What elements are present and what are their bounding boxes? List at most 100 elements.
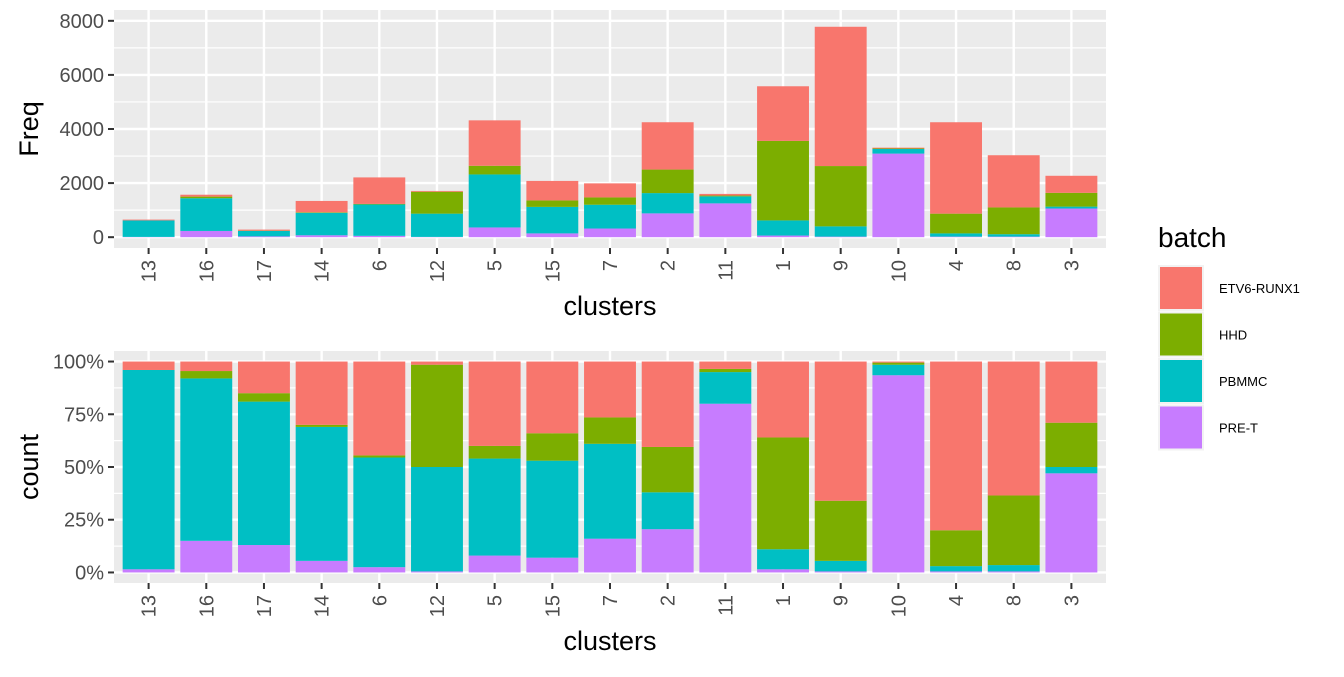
bar-segment xyxy=(872,365,924,376)
bar-segment xyxy=(584,362,636,418)
legend-swatch-hhd xyxy=(1160,314,1202,356)
bar-segment xyxy=(642,362,694,447)
bar-segment xyxy=(815,27,867,166)
legend-label: PRE-T xyxy=(1219,421,1258,436)
bar-segment xyxy=(411,214,463,237)
bar-segment xyxy=(353,458,405,568)
x-tick-label: 5 xyxy=(485,260,507,271)
bar-segment xyxy=(353,236,405,237)
bar-segment xyxy=(238,545,290,572)
bar-segment xyxy=(642,213,694,237)
bar-segment xyxy=(872,375,924,572)
bar-segment xyxy=(180,371,232,378)
bar-segment xyxy=(411,365,463,467)
bar-segment xyxy=(469,362,521,446)
y-tick-label: 25% xyxy=(64,510,104,532)
x-tick-label: 12 xyxy=(427,260,449,282)
legend-swatch-etv6-runx1 xyxy=(1160,267,1202,309)
legend-swatch-pbmmc xyxy=(1160,360,1202,402)
bar-segment xyxy=(642,529,694,572)
bar-segment xyxy=(469,227,521,237)
legend-label: ETV6-RUNX1 xyxy=(1219,281,1300,296)
y-tick-label: 0% xyxy=(75,562,104,584)
bar-segment xyxy=(411,571,463,572)
bar-segment xyxy=(180,195,232,197)
bar-segment xyxy=(469,459,521,556)
bar-segment xyxy=(526,558,578,573)
bar-segment xyxy=(1045,207,1097,209)
bar-segment xyxy=(930,566,982,571)
bar-segment xyxy=(699,203,751,237)
bar-segment xyxy=(584,197,636,204)
legend-label: HHD xyxy=(1219,328,1247,343)
bar-segment xyxy=(988,362,1040,496)
bar-segment xyxy=(1045,209,1097,238)
bar-segment xyxy=(469,166,521,175)
bar-segment xyxy=(296,201,348,212)
bar-segment xyxy=(699,404,751,573)
y-axis-title: count xyxy=(14,433,44,500)
x-tick-label: 17 xyxy=(254,260,276,282)
bar-segment xyxy=(930,233,982,236)
bar-segment xyxy=(353,567,405,572)
y-tick-label: 75% xyxy=(64,404,104,426)
bar-segment xyxy=(180,541,232,573)
bar-segment xyxy=(699,194,751,196)
x-tick-label: 6 xyxy=(369,595,391,606)
x-axis-title: clusters xyxy=(563,291,656,321)
bar-segment xyxy=(353,204,405,205)
x-tick-label: 11 xyxy=(715,595,737,616)
bar-segment xyxy=(238,231,290,236)
y-tick-label: 50% xyxy=(64,457,104,479)
x-axis-title: clusters xyxy=(563,626,656,656)
bar-segment xyxy=(988,207,1040,234)
x-tick-label: 1 xyxy=(773,260,795,271)
bar-segment xyxy=(180,197,232,199)
bar-segment xyxy=(469,556,521,573)
bar-segment xyxy=(930,122,982,213)
bar-segment xyxy=(642,122,694,169)
bar-segment xyxy=(584,183,636,197)
bar-segment xyxy=(296,425,348,427)
bar-segment xyxy=(757,220,809,235)
y-tick-label: 2000 xyxy=(60,173,105,195)
bar-segment xyxy=(815,226,867,236)
bar-segment xyxy=(642,193,694,213)
x-tick-label: 10 xyxy=(888,260,910,282)
bar-segment xyxy=(584,205,636,229)
x-tick-label: 8 xyxy=(1004,595,1026,606)
bar-segment xyxy=(815,237,867,238)
bar-segment xyxy=(930,237,982,238)
x-tick-label: 9 xyxy=(831,260,853,271)
bar-segment xyxy=(815,571,867,572)
bar-segment xyxy=(584,417,636,443)
x-tick-label: 17 xyxy=(254,595,276,617)
bar-segment xyxy=(988,234,1040,236)
bar-segment xyxy=(526,200,578,206)
bar-segment xyxy=(988,565,1040,571)
x-tick-label: 12 xyxy=(427,595,449,617)
bar-segment xyxy=(757,549,809,569)
bar-segment xyxy=(1045,423,1097,467)
bar-segment xyxy=(988,155,1040,207)
x-tick-label: 11 xyxy=(715,260,737,281)
x-tick-label: 15 xyxy=(542,260,564,282)
legend-swatch-pre-t xyxy=(1160,407,1202,449)
x-tick-label: 16 xyxy=(196,260,218,282)
bar-segment xyxy=(238,362,290,394)
x-tick-label: 10 xyxy=(888,595,910,617)
bar-segment xyxy=(123,370,175,569)
x-tick-label: 14 xyxy=(312,595,334,617)
x-tick-label: 2 xyxy=(658,595,680,606)
x-tick-label: 9 xyxy=(831,595,853,606)
x-tick-label: 2 xyxy=(658,260,680,271)
bar-segment xyxy=(353,362,405,456)
y-tick-label: 0 xyxy=(93,227,104,249)
bar-segment xyxy=(872,154,924,238)
bar-segment xyxy=(180,378,232,540)
bar-segment xyxy=(757,362,809,438)
x-tick-label: 14 xyxy=(312,260,334,282)
